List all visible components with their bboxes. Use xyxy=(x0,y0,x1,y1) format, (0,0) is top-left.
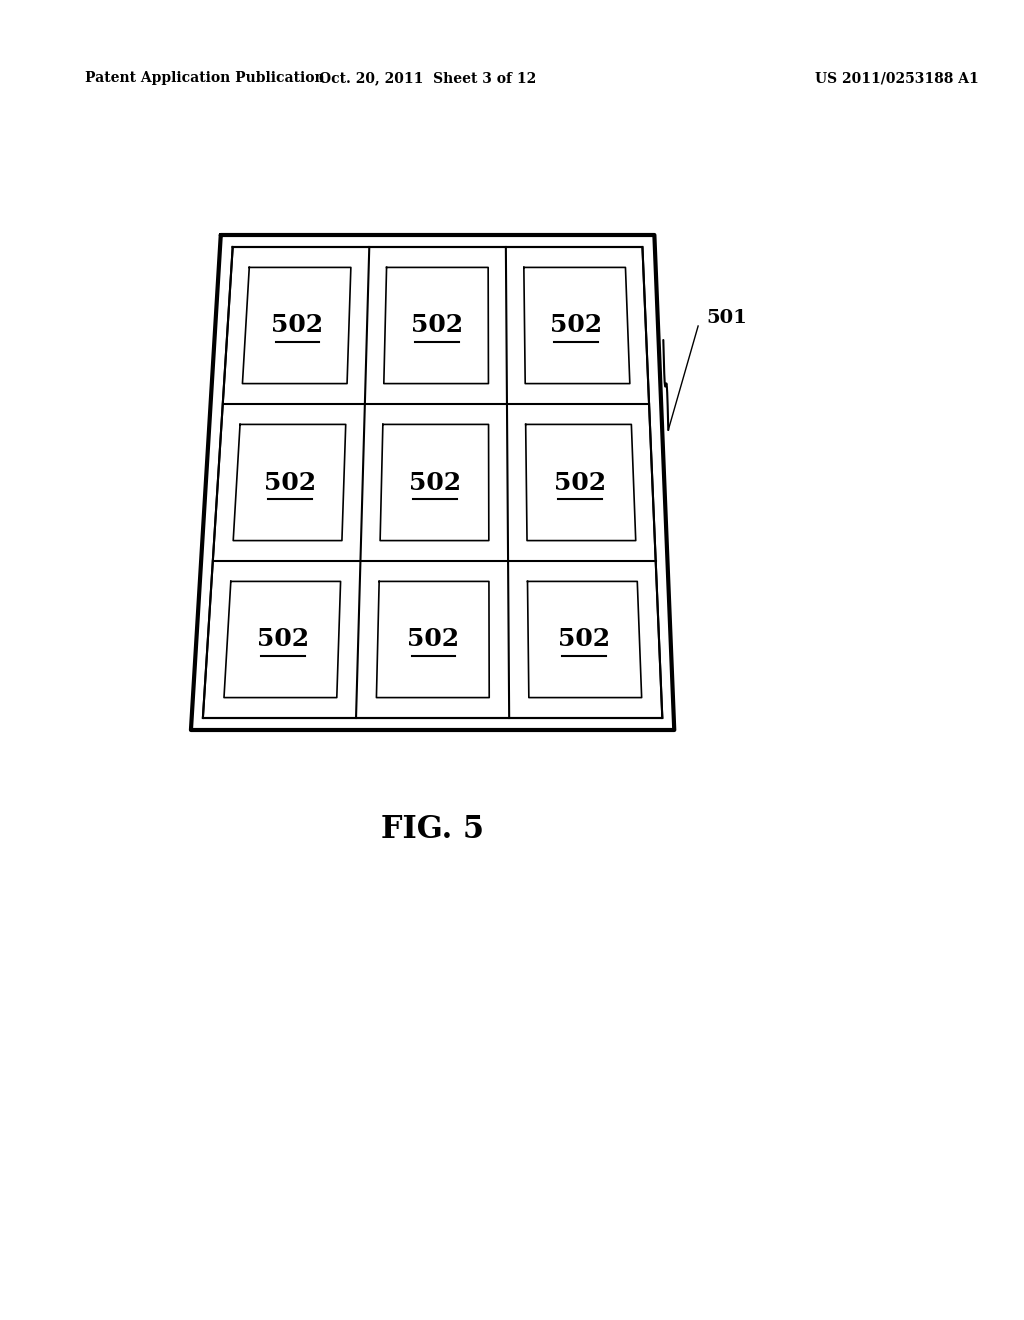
Text: 502: 502 xyxy=(264,470,316,495)
Text: 502: 502 xyxy=(554,470,606,495)
Text: 501: 501 xyxy=(707,309,746,327)
Text: 502: 502 xyxy=(550,314,602,338)
Text: 502: 502 xyxy=(408,627,460,652)
Text: 502: 502 xyxy=(257,627,309,652)
Text: 502: 502 xyxy=(411,314,463,338)
Text: FIG. 5: FIG. 5 xyxy=(381,814,484,846)
Text: US 2011/0253188 A1: US 2011/0253188 A1 xyxy=(815,71,979,84)
Text: 502: 502 xyxy=(409,470,461,495)
Text: Patent Application Publication: Patent Application Publication xyxy=(85,71,325,84)
Text: 502: 502 xyxy=(558,627,610,652)
Text: 502: 502 xyxy=(271,314,324,338)
Text: Oct. 20, 2011  Sheet 3 of 12: Oct. 20, 2011 Sheet 3 of 12 xyxy=(319,71,537,84)
